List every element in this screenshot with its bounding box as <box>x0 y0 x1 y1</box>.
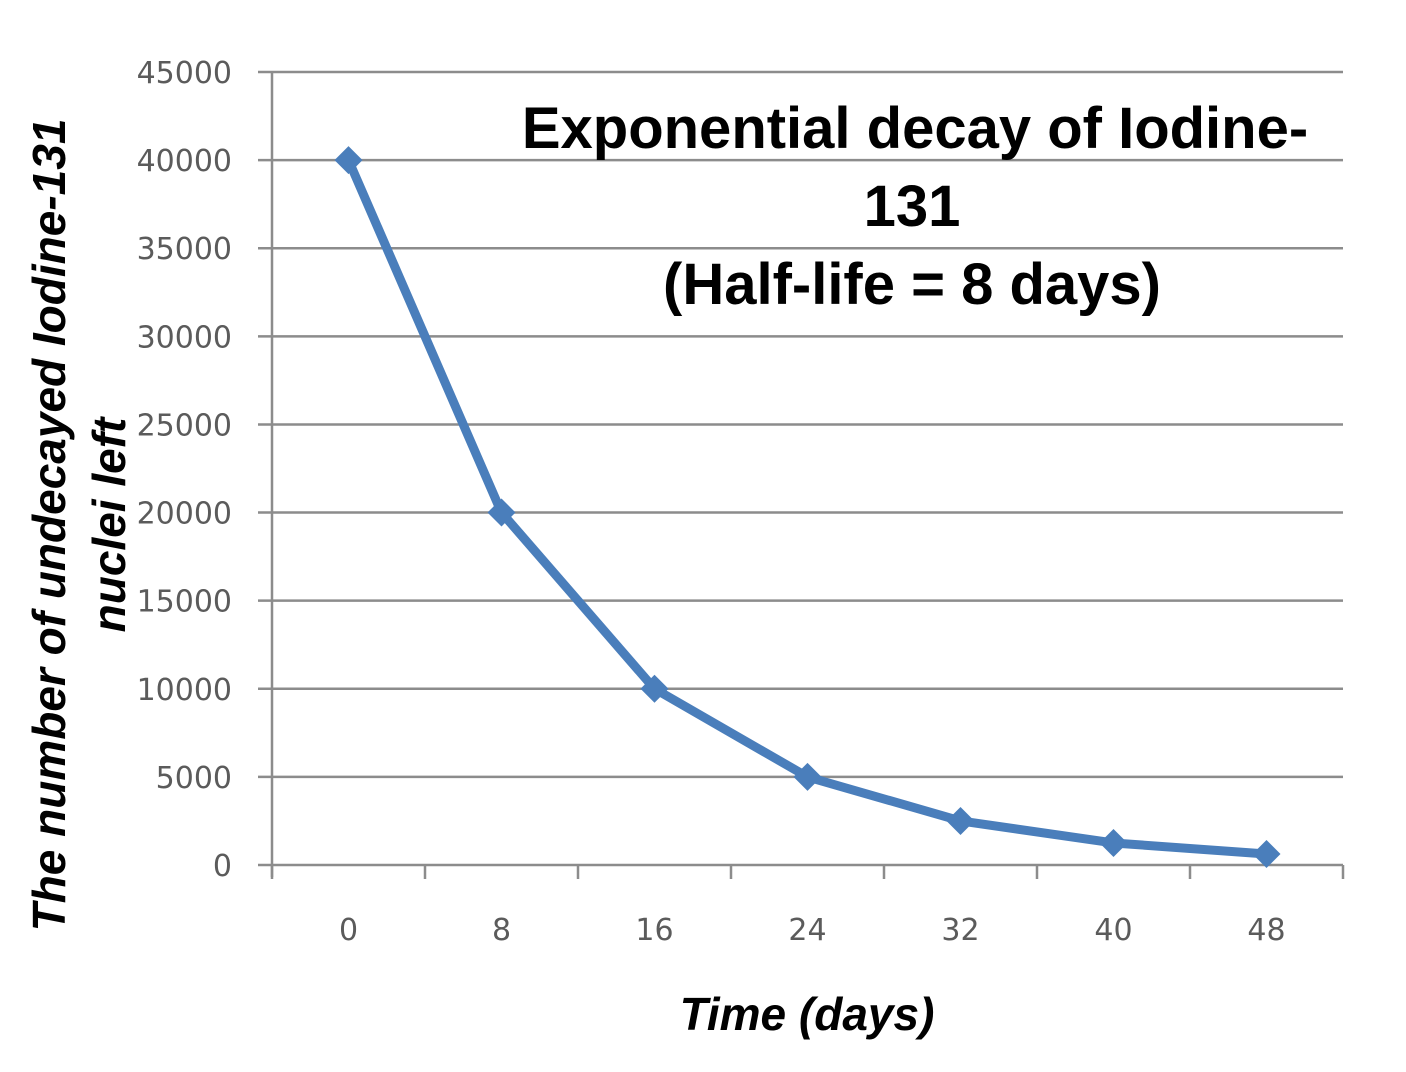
series-layer <box>334 146 1281 868</box>
chart-title-line-3: (Half-life = 8 days) <box>663 252 1161 317</box>
x-tick-label: 0 <box>339 913 358 948</box>
x-tick-label: 48 <box>1247 913 1285 948</box>
x-axis-title: Time (days) <box>680 988 935 1040</box>
data-point-marker <box>793 762 822 791</box>
y-tick-label: 40000 <box>137 144 232 179</box>
data-point-marker <box>946 806 975 835</box>
data-point-marker <box>334 146 363 175</box>
data-point-marker <box>1099 828 1128 857</box>
data-point-marker <box>487 498 516 527</box>
y-axis-title-line-2: nuclei left <box>83 416 135 632</box>
y-tick-label: 35000 <box>137 232 232 267</box>
y-axis-title-line-1: The number of undecayed Iodine-131 <box>23 119 75 932</box>
y-tick-label: 20000 <box>137 497 232 532</box>
x-tick-label: 16 <box>635 913 673 948</box>
axes <box>258 72 1345 879</box>
x-tick-label: 32 <box>941 913 979 948</box>
x-tick-label: 24 <box>788 913 826 948</box>
data-point-marker <box>1252 839 1281 868</box>
y-tick-label: 5000 <box>156 761 232 796</box>
chart-title-line-2: 131 <box>864 174 961 239</box>
x-tick-labels: 0 8 16 24 32 40 48 <box>339 913 1286 948</box>
y-tick-label: 0 <box>213 849 232 884</box>
chart-title-line-1: Exponential decay of Iodine- <box>522 96 1308 161</box>
data-point-marker <box>640 674 669 703</box>
x-tick-label: 40 <box>1094 913 1132 948</box>
y-tick-labels: 0 5000 10000 15000 20000 25000 30000 35000 40000… <box>137 56 232 884</box>
y-tick-label: 45000 <box>137 56 232 91</box>
y-tick-label: 10000 <box>137 673 232 708</box>
x-tick-label: 8 <box>492 913 511 948</box>
y-tick-label: 15000 <box>137 585 232 620</box>
y-tick-label: 25000 <box>137 408 232 443</box>
y-tick-label: 30000 <box>137 320 232 355</box>
gridlines <box>258 70 1343 779</box>
